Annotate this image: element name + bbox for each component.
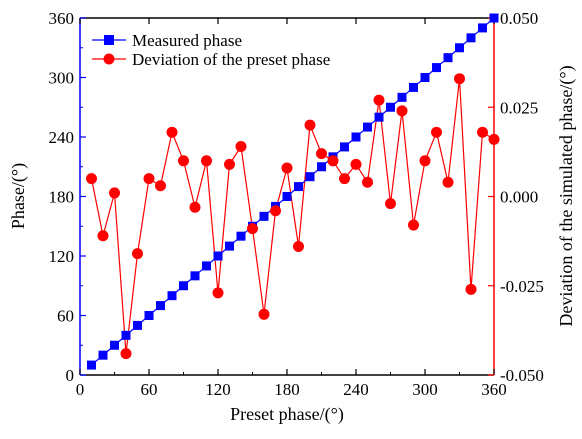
y-left-tick-label: 360	[49, 9, 75, 28]
deviation-point	[431, 127, 442, 138]
measured-point	[294, 182, 303, 191]
y-axis-right-title: Deviation of the simulated phase/(°)	[556, 65, 577, 326]
deviation-point	[293, 241, 304, 252]
deviation-point	[374, 95, 385, 106]
measured-point	[467, 33, 476, 42]
deviation-point	[316, 148, 327, 159]
deviation-point	[454, 73, 465, 84]
y-left-tick-label: 60	[57, 307, 74, 326]
y-right-tick-label: 0.025	[500, 98, 538, 117]
deviation-point	[466, 284, 477, 295]
y-right-tick-label: 0.000	[500, 188, 538, 207]
measured-point	[202, 261, 211, 270]
deviation-point	[420, 155, 431, 166]
legend-circle-marker	[104, 54, 115, 65]
measured-point	[179, 281, 188, 290]
measured-point	[317, 162, 326, 171]
y-left-tick-label: 0	[66, 366, 75, 385]
measured-point	[99, 351, 108, 360]
x-tick-label: 300	[412, 380, 438, 399]
measured-point	[386, 103, 395, 112]
y-left-tick-label: 300	[49, 69, 75, 88]
measured-point	[237, 232, 246, 241]
measured-point	[432, 63, 441, 72]
deviation-point	[270, 205, 281, 216]
legend-entry-measured: Measured phase	[92, 31, 242, 50]
measured-point	[225, 242, 234, 251]
legend-label-measured: Measured phase	[132, 31, 242, 50]
measured-point	[122, 331, 131, 340]
deviation-point	[213, 287, 224, 298]
measured-point	[421, 73, 430, 82]
y-right-tick-label: -0.050	[500, 366, 544, 385]
deviation-point	[385, 198, 396, 209]
deviation-point	[98, 230, 109, 241]
x-tick-label: 60	[141, 380, 158, 399]
measured-point	[145, 311, 154, 320]
measured-point	[156, 301, 165, 310]
deviation-point	[86, 173, 97, 184]
deviation-point	[408, 220, 419, 231]
deviation-point	[247, 223, 258, 234]
measured-point	[409, 83, 418, 92]
measured-point	[478, 23, 487, 32]
y-right-tick-label: 0.050	[500, 9, 538, 28]
measured-point	[306, 172, 315, 181]
deviation-point	[201, 155, 212, 166]
measured-point	[260, 212, 269, 221]
measured-point	[363, 123, 372, 132]
x-axis-title: Preset phase/(°)	[230, 404, 344, 425]
measured-point	[444, 53, 453, 62]
deviation-point	[167, 127, 178, 138]
legend-label-deviation: Deviation of the preset phase	[132, 50, 330, 69]
x-tick-label: 120	[205, 380, 231, 399]
deviation-point	[305, 120, 316, 131]
deviation-point	[397, 105, 408, 116]
deviation-point	[339, 173, 350, 184]
legend-square-marker	[104, 35, 114, 45]
legend-entry-deviation: Deviation of the preset phase	[92, 50, 330, 69]
deviation-point	[443, 177, 454, 188]
measured-point	[398, 93, 407, 102]
measured-point	[133, 321, 142, 330]
y-right-tick-label: -0.025	[500, 277, 544, 296]
deviation-point	[155, 180, 166, 191]
x-tick-label: 0	[76, 380, 85, 399]
deviation-point	[178, 155, 189, 166]
legend: Measured phase Deviation of the preset p…	[92, 31, 330, 69]
measured-point	[490, 14, 499, 23]
deviation-point	[236, 141, 247, 152]
deviation-point	[144, 173, 155, 184]
deviation-point	[109, 187, 120, 198]
deviation-point	[282, 162, 293, 173]
deviation-point	[259, 309, 270, 320]
y-axis-left-title: Phase/(°)	[8, 163, 29, 229]
deviation-point	[190, 202, 201, 213]
deviation-point	[477, 127, 488, 138]
measured-point	[340, 142, 349, 151]
deviation-point	[121, 348, 132, 359]
measured-point	[214, 252, 223, 261]
deviation-point	[132, 248, 143, 259]
measured-point	[168, 291, 177, 300]
y-left-tick-label: 120	[49, 247, 75, 266]
measured-point	[110, 341, 119, 350]
measured-point	[455, 43, 464, 52]
measured-point	[375, 113, 384, 122]
deviation-point	[351, 159, 362, 170]
deviation-point	[224, 159, 235, 170]
deviation-point	[489, 134, 500, 145]
y-left-tick-label: 180	[49, 188, 75, 207]
measured-point	[191, 271, 200, 280]
x-tick-label: 240	[343, 380, 369, 399]
y-left-tick-label: 240	[49, 128, 75, 147]
measured-point	[87, 361, 96, 370]
x-tick-label: 180	[274, 380, 300, 399]
measured-point	[352, 133, 361, 142]
deviation-point	[328, 155, 339, 166]
measured-point	[283, 192, 292, 201]
deviation-point	[362, 177, 373, 188]
